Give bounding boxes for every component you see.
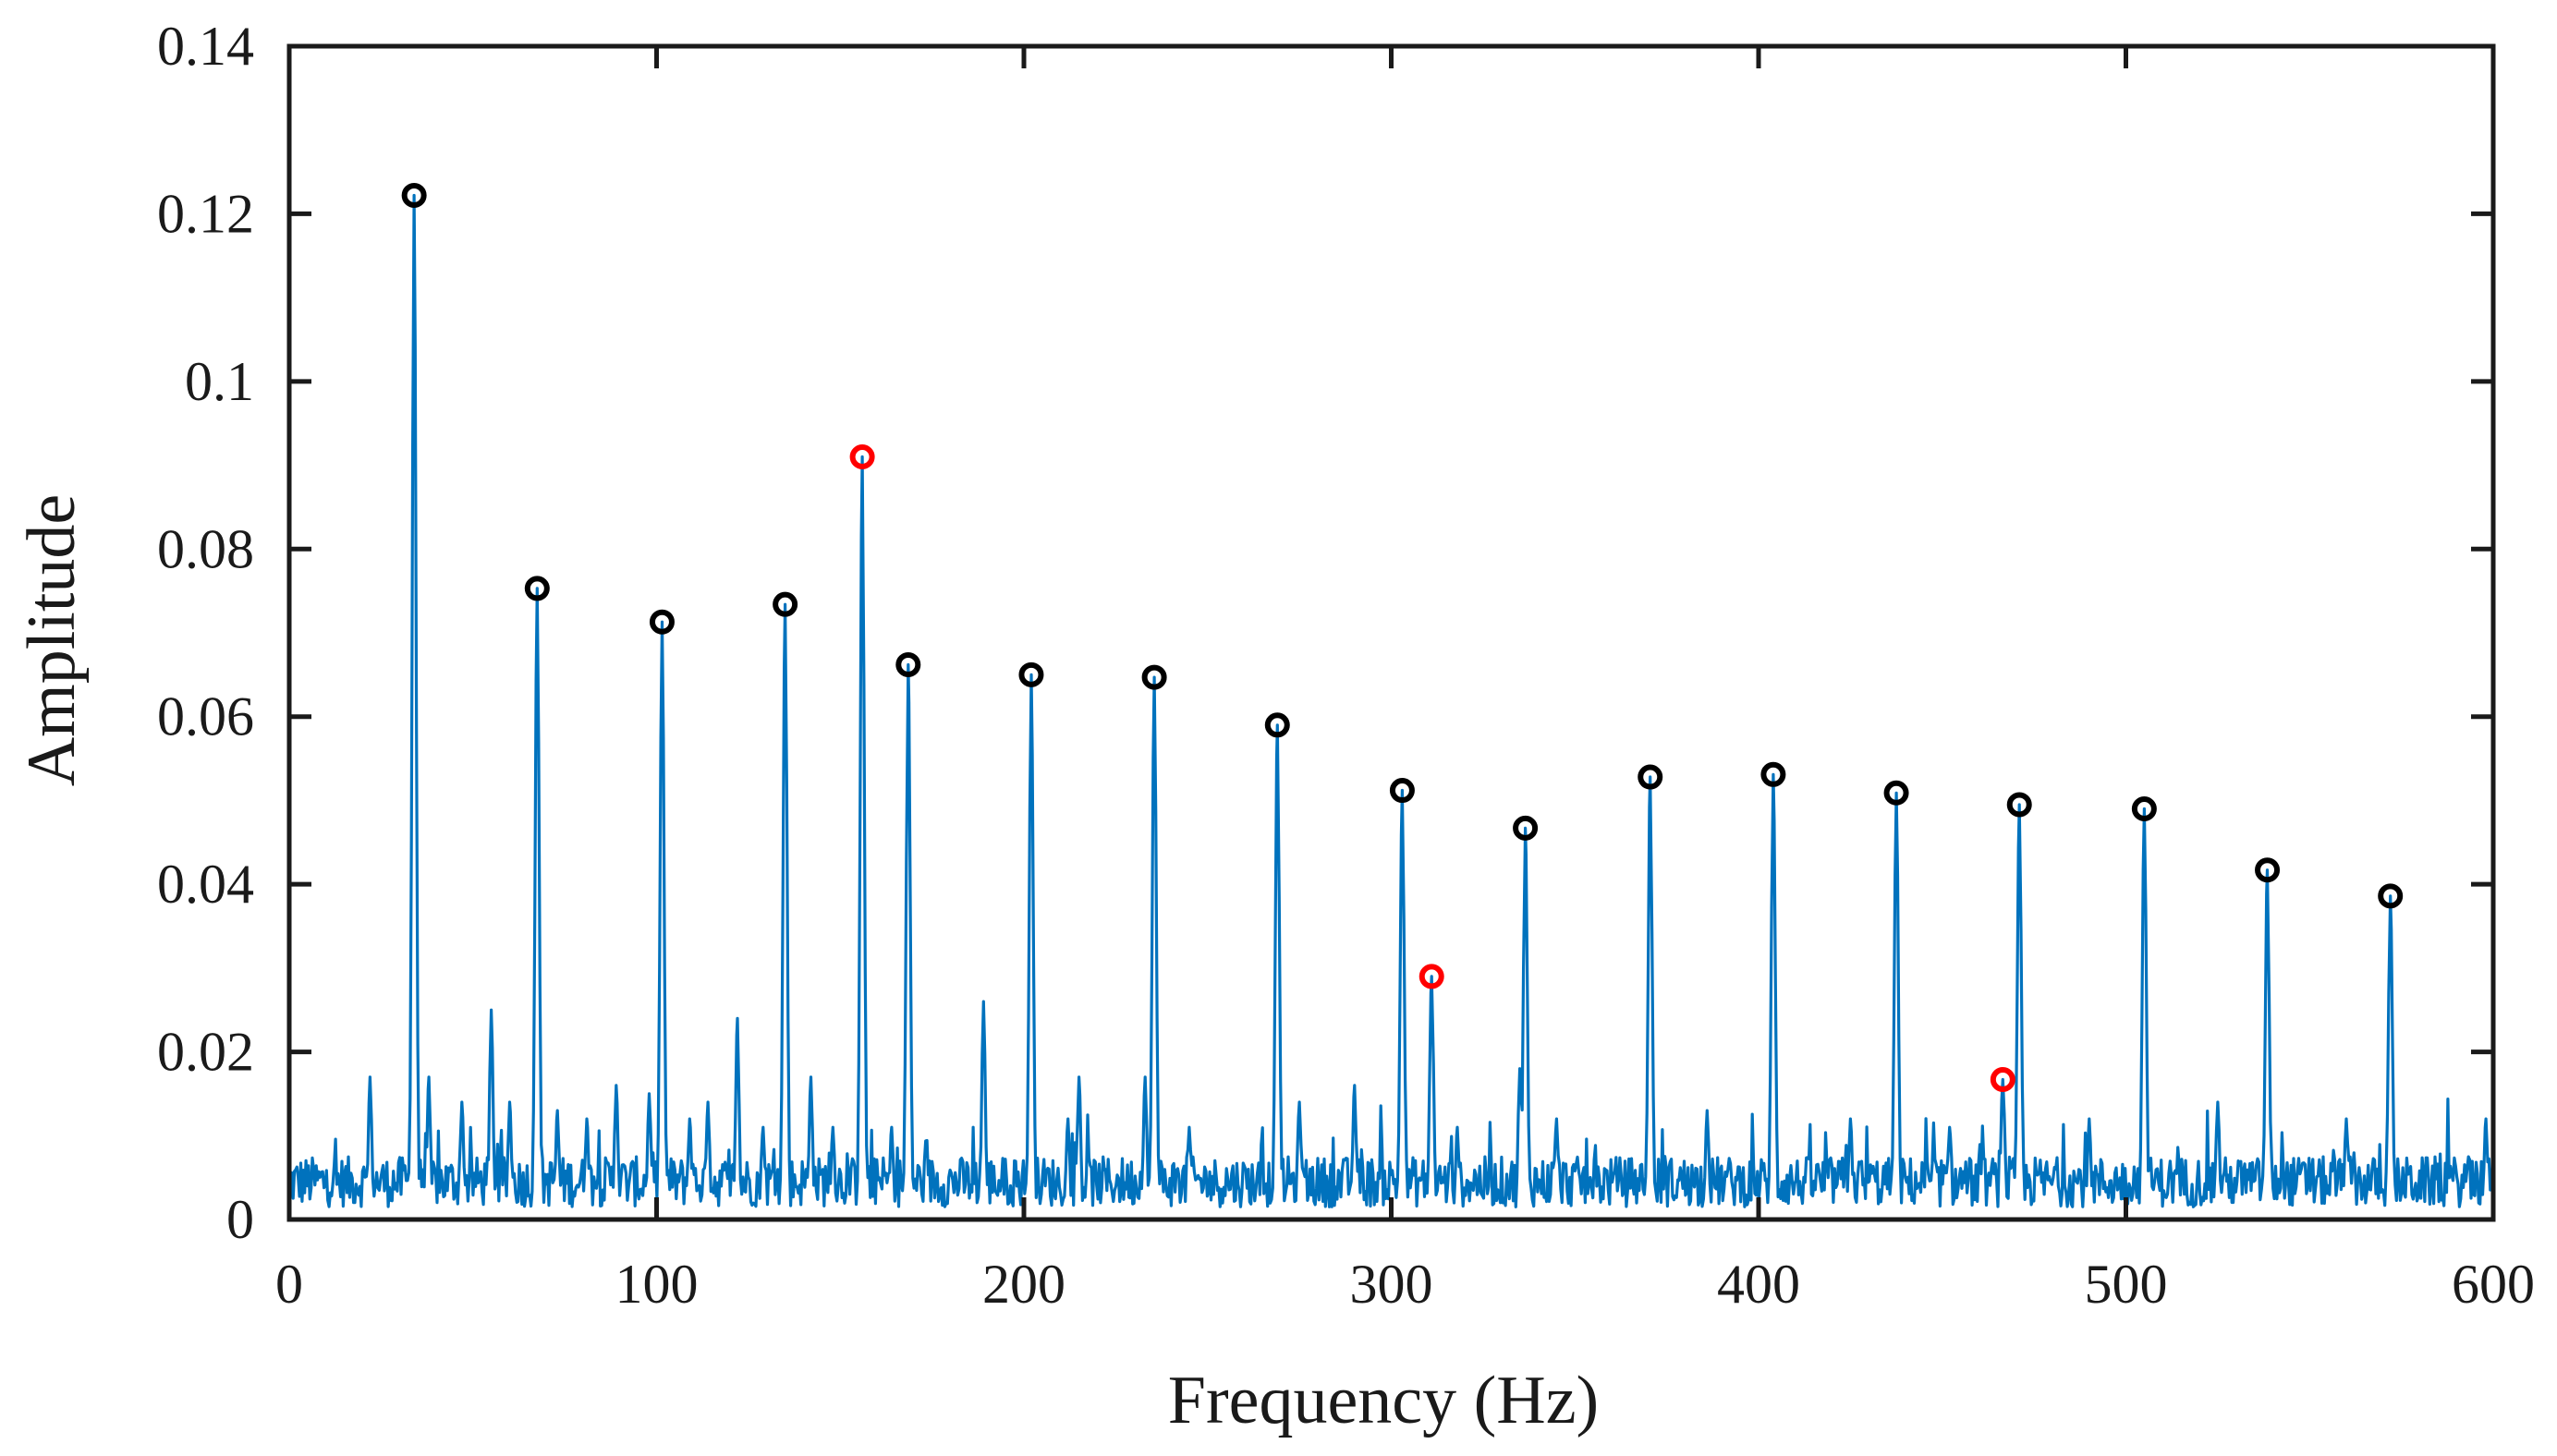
harmonic-peak-marker <box>1141 664 1167 690</box>
harmonic-peak-marker <box>1513 815 1539 841</box>
plot-area <box>287 182 2495 1208</box>
y-tick-label: 0.02 <box>157 1022 254 1083</box>
harmonic-peak-marker <box>1389 778 1415 804</box>
spectrum-line <box>287 193 2495 1208</box>
tick-labels: 0 100 200 300 400 500 600 0 0.02 0.04 0.06 0.08 0.1 0… <box>157 16 2535 1315</box>
y-tick-label: 0.12 <box>157 183 254 244</box>
y-tick-label: 0 <box>226 1189 254 1250</box>
harmonic-peak-marker <box>2131 796 2157 821</box>
x-tick-label: 600 <box>2452 1254 2535 1315</box>
harmonic-peak-marker <box>649 609 675 635</box>
x-tick-label: 300 <box>1350 1254 1433 1315</box>
characteristic-peak-marker <box>849 444 875 469</box>
harmonic-peak-marker <box>1264 712 1290 738</box>
characteristic-peak-marker <box>1419 964 1444 989</box>
axis-ticks <box>286 43 2496 1222</box>
y-tick-label: 0.08 <box>157 518 254 579</box>
y-axis-label: Amplitude <box>14 494 90 787</box>
y-tick-label: 0.04 <box>157 854 254 915</box>
harmonic-peak-marker <box>895 651 921 677</box>
characteristic-peak-marker <box>1990 1067 2015 1093</box>
harmonic-peak-marker <box>524 576 550 601</box>
harmonic-peak-marker <box>2378 883 2404 909</box>
y-tick-label: 0.1 <box>185 351 254 412</box>
harmonic-peak-marker <box>2255 857 2281 883</box>
harmonic-peak-marker <box>1638 764 1663 790</box>
x-tick-label: 0 <box>275 1254 303 1315</box>
harmonic-peak-marker <box>773 591 798 617</box>
harmonic-peak-marker <box>1760 761 1786 787</box>
x-tick-label: 100 <box>615 1254 699 1315</box>
harmonic-peak-marker <box>1883 780 1909 806</box>
y-tick-label: 0.06 <box>157 686 254 747</box>
x-tick-label: 500 <box>2085 1254 2168 1315</box>
y-tick-label: 0.14 <box>157 16 254 77</box>
x-tick-label: 400 <box>1717 1254 1800 1315</box>
x-tick-label: 200 <box>982 1254 1065 1315</box>
x-axis-label: Frequency (Hz) <box>1168 1363 1599 1438</box>
harmonic-peak-marker <box>1018 661 1044 687</box>
harmonic-peak-marker <box>2006 792 2032 818</box>
harmonic-peak-marker <box>401 182 427 208</box>
